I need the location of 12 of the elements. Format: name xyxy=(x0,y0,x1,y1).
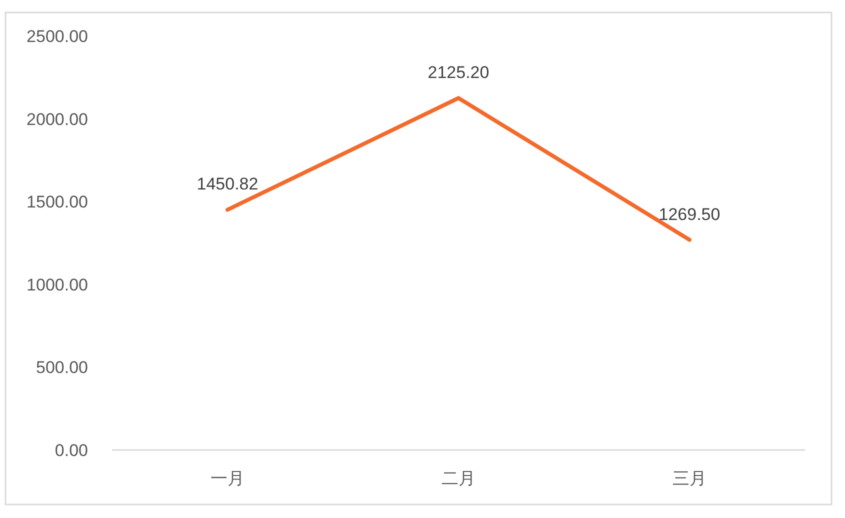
y-tick-label: 1500.00 xyxy=(26,192,88,212)
text: 1269.50 xyxy=(658,204,720,224)
x-tick-label: 一月 xyxy=(210,469,244,488)
y-tick-label: 0.00 xyxy=(54,441,88,460)
x-tick-label: 二月 xyxy=(442,469,476,488)
text: 2125.20 xyxy=(428,63,490,82)
x-tick-label: 三月 xyxy=(672,469,706,488)
y-tick-label: 500.00 xyxy=(36,358,88,378)
y-tick-label: 2500.00 xyxy=(26,27,88,46)
y-tick-label: 1000.00 xyxy=(26,275,88,294)
y-tick-label: 2000.00 xyxy=(26,110,88,129)
text: 1450.82 xyxy=(196,174,258,194)
